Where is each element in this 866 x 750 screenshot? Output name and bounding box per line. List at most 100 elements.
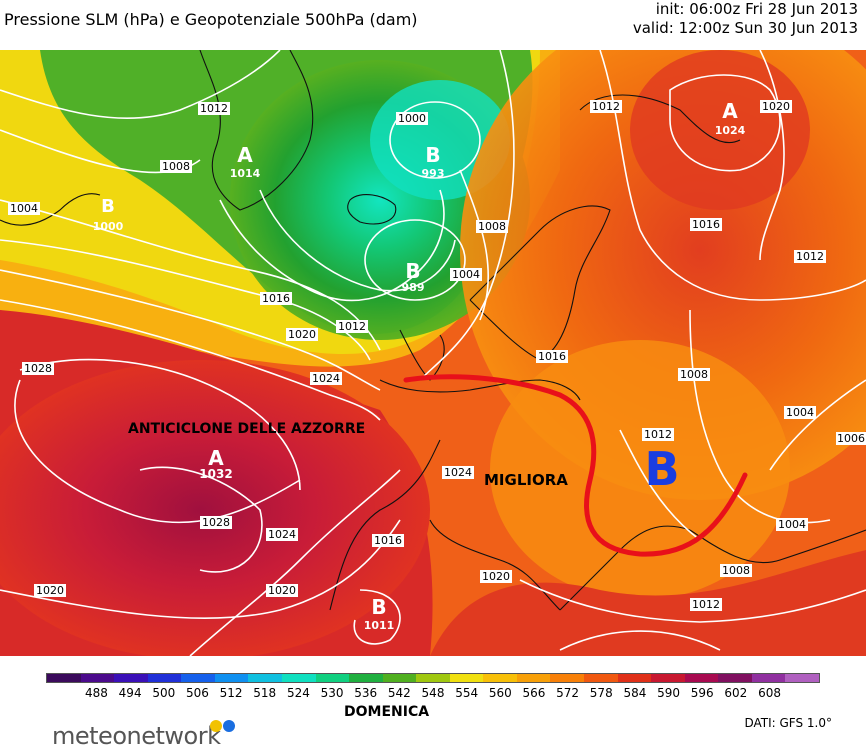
colorbar-tick-label: 524 [286,686,310,700]
colorbar-tick-label: 506 [185,686,209,700]
svg-text:1016: 1016 [262,292,290,305]
isobar-label: 1012 [336,320,368,333]
colorbar [46,673,820,683]
data-source: DATI: GFS 1.0° [744,716,832,730]
svg-text:1008: 1008 [680,368,708,381]
map-title: Pressione SLM (hPa) e Geopotenziale 500h… [4,10,418,29]
colorbar-swatch [114,674,148,682]
svg-text:989: 989 [402,281,425,294]
svg-text:1000: 1000 [93,220,124,233]
colorbar-tick-label: 554 [455,686,479,700]
isobar-label: 1016 [690,218,722,231]
colorbar-tick-label: 584 [623,686,647,700]
isobar-label: 1008 [720,564,752,577]
colorbar-tick-label: 572 [556,686,580,700]
svg-text:1028: 1028 [24,362,52,375]
colorbar-swatch [416,674,450,682]
isobar-label: 1004 [776,518,808,531]
isobar-label: 1028 [200,516,232,529]
svg-text:1004: 1004 [452,268,480,281]
brand-dots-icon [210,720,235,732]
isobar-label: 1024 [442,466,474,479]
svg-text:A: A [722,99,738,123]
isobar-label-group: 1012 1008 1004 1000 1008 1004 1012 1016 … [8,100,866,611]
svg-text:1024: 1024 [312,372,340,385]
colorbar-tick-label: 560 [488,686,512,700]
isobar-label: 1016 [260,292,292,305]
colorbar-tick-label: 602 [724,686,748,700]
valid-time: valid: 12:00z Sun 30 Jun 2013 [632,19,858,37]
svg-text:1008: 1008 [722,564,750,577]
colorbar-swatch [584,674,618,682]
colorbar-swatch [651,674,685,682]
isobar-label: 1020 [286,328,318,341]
colorbar-tick-label: 590 [657,686,681,700]
brand-logo: meteonetwork [52,722,221,750]
colorbar-tick-label: 494 [118,686,142,700]
isobar-label: 1028 [22,362,54,375]
isobar-label: 1024 [266,528,298,541]
svg-text:1012: 1012 [200,102,228,115]
svg-text:1012: 1012 [644,428,672,441]
low-mark: B [644,442,679,496]
svg-text:1020: 1020 [762,100,790,113]
colorbar-swatch [181,674,215,682]
svg-text:B: B [101,196,115,217]
svg-text:1020: 1020 [36,584,64,597]
isobar-label: 1016 [372,534,404,547]
svg-text:1011: 1011 [364,619,395,632]
svg-text:1024: 1024 [268,528,296,541]
isobar-label: 1020 [34,584,66,597]
coastlines [0,50,866,611]
svg-text:1012: 1012 [692,598,720,611]
isobar-label: 1012 [690,598,722,611]
isobar-label: 1008 [678,368,710,381]
svg-text:1012: 1012 [338,320,366,333]
anticyclone-label: ANTICICLONE DELLE AZZORRE [128,421,365,437]
svg-text:1020: 1020 [268,584,296,597]
isobar-label: 1006 [836,432,866,445]
svg-text:B: B [405,259,420,283]
colorbar-swatch [214,674,249,682]
colorbar-swatch [80,674,115,682]
weather-map: 1012 1008 1004 1000 1008 1004 1012 1016 … [0,50,866,656]
isobar-label: 1020 [760,100,792,113]
isobar-label: 1012 [642,428,674,441]
isobar-label: 1012 [198,102,230,115]
svg-text:1016: 1016 [692,218,720,231]
svg-text:1000: 1000 [398,112,426,125]
colorbar-swatch [617,674,652,682]
colorbar-swatch [516,674,551,682]
colorbar-swatch [449,674,484,682]
colorbar-swatch [281,674,316,682]
low-center: B 1000 [93,196,124,233]
colorbar-swatch [550,674,584,682]
svg-text:1004: 1004 [778,518,806,531]
colorbar-tick-label: 518 [253,686,277,700]
isobar-label: 1008 [160,160,192,173]
svg-text:1014: 1014 [230,167,261,180]
svg-text:1008: 1008 [162,160,190,173]
trough-line [403,374,748,557]
colorbar-swatch [349,674,383,682]
svg-text:993: 993 [422,167,445,180]
colorbar-tick-label: 578 [589,686,613,700]
svg-text:A: A [237,143,253,167]
svg-text:B: B [371,595,386,619]
svg-text:1012: 1012 [592,100,620,113]
colorbar-tick-label: 536 [354,686,378,700]
svg-text:1028: 1028 [202,516,230,529]
colorbar-tick-label: 596 [690,686,714,700]
colorbar-ticks: 488 494 500 506 512 518 524 530 536 542 548 554 560 5… [46,686,820,700]
colorbar-tick-label: 500 [152,686,176,700]
svg-text:1004: 1004 [10,202,38,215]
svg-text:1020: 1020 [288,328,316,341]
colorbar-tick-label: 548 [421,686,445,700]
colorbar-tick-label: 530 [320,686,344,700]
svg-text:1024: 1024 [444,466,472,479]
isobar-label: 1004 [784,406,816,419]
svg-text:1024: 1024 [715,124,746,137]
